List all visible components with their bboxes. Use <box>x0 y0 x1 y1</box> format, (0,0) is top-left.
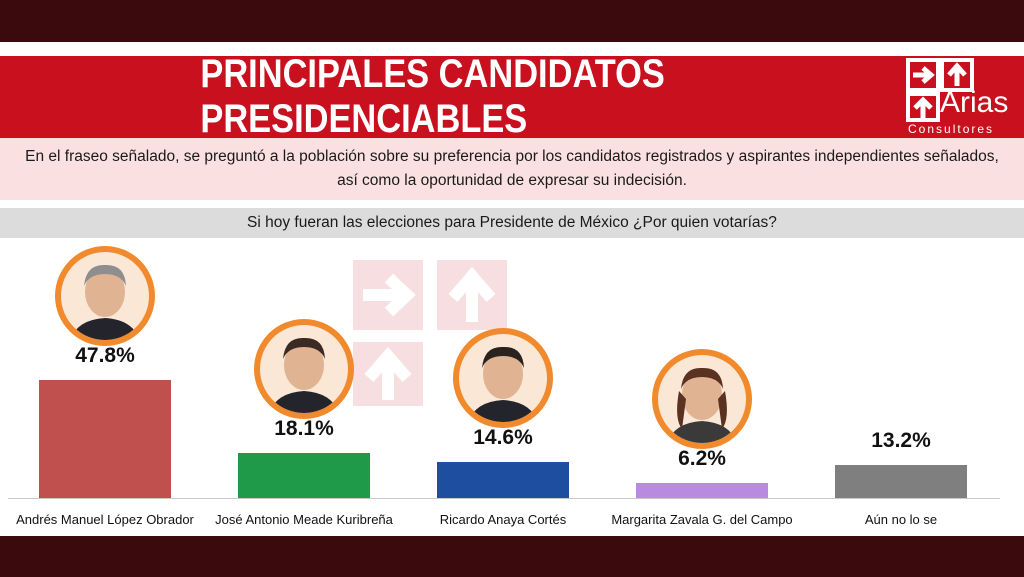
x-tick-label: Ricardo Anaya Cortés <box>439 512 567 527</box>
description-text: En el fraseo señalado, se preguntó a la … <box>25 148 999 189</box>
bar-chart: 47.8% Andrés Manuel López Obrador 18.1% Jos… <box>0 238 1024 536</box>
bar <box>437 461 569 498</box>
header-band <box>0 56 1024 138</box>
page-title: PRINCIPALES CANDIDATOS PRESIDENCIABLES <box>200 52 665 141</box>
value-label: 47.8% <box>75 344 135 367</box>
candidate-photo-icon <box>453 327 553 428</box>
value-label: 13.2% <box>871 429 931 453</box>
x-tick-label: Andrés Manuel López Obrador <box>16 512 194 527</box>
bar <box>636 482 768 498</box>
video-frame-bottom <box>0 536 1024 577</box>
question-text: Si hoy fueran las elecciones para Presid… <box>247 214 777 231</box>
candidate-photo-icon <box>254 319 354 420</box>
logo-wordmark: Arias <box>940 86 1009 119</box>
value-label: 18.1% <box>274 417 334 441</box>
arias-watermark-icon <box>353 260 507 406</box>
value-label: 6.2% <box>678 446 726 470</box>
value-label: 14.6% <box>473 425 533 449</box>
candidate-photo-icon <box>55 246 155 346</box>
bar <box>835 465 967 498</box>
x-tick-label: José Antonio Meade Kuribreña <box>215 512 393 527</box>
bar <box>39 380 171 498</box>
question-band <box>0 208 1024 238</box>
arias-logo-icon <box>906 58 974 122</box>
x-tick-label: Aún no lo se <box>864 512 938 527</box>
description-band <box>0 138 1024 200</box>
logo-subtitle: Consultores <box>908 122 995 136</box>
candidate-photo-icon <box>652 348 752 449</box>
x-tick-label: Margarita Zavala G. del Campo <box>611 512 793 527</box>
x-axis-line <box>8 498 1000 499</box>
video-frame-top <box>0 0 1024 42</box>
bar <box>238 453 370 498</box>
slide: PRINCIPALES CANDIDATOS PRESIDENCIABLES A… <box>0 42 1024 536</box>
